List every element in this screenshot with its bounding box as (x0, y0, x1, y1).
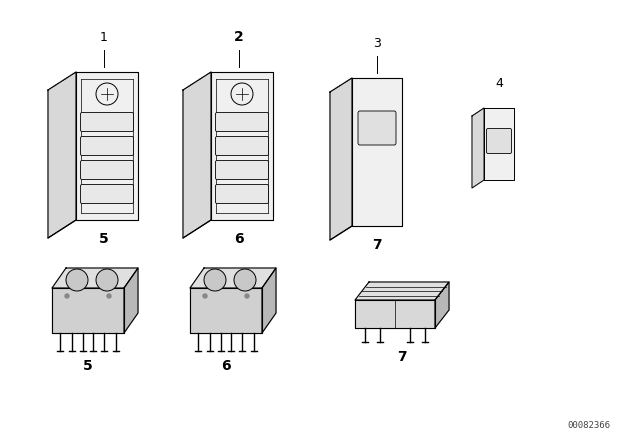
Circle shape (96, 269, 118, 291)
FancyBboxPatch shape (216, 185, 269, 203)
Polygon shape (124, 268, 138, 333)
Polygon shape (183, 72, 211, 238)
Polygon shape (472, 108, 484, 188)
FancyBboxPatch shape (216, 137, 269, 155)
Polygon shape (190, 288, 262, 333)
FancyBboxPatch shape (216, 160, 269, 180)
Polygon shape (76, 72, 138, 220)
FancyBboxPatch shape (81, 112, 134, 132)
Text: 6: 6 (221, 359, 231, 373)
Text: 00082366: 00082366 (567, 421, 610, 430)
Text: 7: 7 (397, 350, 407, 364)
Polygon shape (52, 268, 138, 288)
Polygon shape (355, 300, 435, 328)
Polygon shape (352, 78, 402, 226)
Polygon shape (48, 72, 76, 238)
Text: 4: 4 (495, 77, 503, 90)
Text: 5: 5 (99, 232, 109, 246)
Circle shape (203, 294, 207, 298)
Polygon shape (211, 72, 273, 220)
Text: 6: 6 (234, 232, 244, 246)
FancyBboxPatch shape (81, 160, 134, 180)
Text: 5: 5 (83, 359, 93, 373)
Circle shape (204, 269, 226, 291)
FancyBboxPatch shape (81, 137, 134, 155)
Circle shape (245, 294, 249, 298)
FancyBboxPatch shape (81, 185, 134, 203)
Circle shape (234, 269, 256, 291)
Text: 7: 7 (372, 238, 382, 252)
FancyBboxPatch shape (216, 112, 269, 132)
Polygon shape (52, 288, 124, 333)
Polygon shape (484, 108, 514, 180)
Text: 3: 3 (373, 37, 381, 50)
Circle shape (65, 294, 69, 298)
FancyBboxPatch shape (358, 111, 396, 145)
Polygon shape (355, 282, 449, 300)
Polygon shape (330, 78, 352, 240)
Polygon shape (190, 268, 276, 288)
Polygon shape (262, 268, 276, 333)
Circle shape (107, 294, 111, 298)
Text: 2: 2 (234, 30, 244, 44)
Polygon shape (435, 282, 449, 328)
FancyBboxPatch shape (486, 129, 511, 154)
Circle shape (66, 269, 88, 291)
Text: 1: 1 (100, 31, 108, 44)
